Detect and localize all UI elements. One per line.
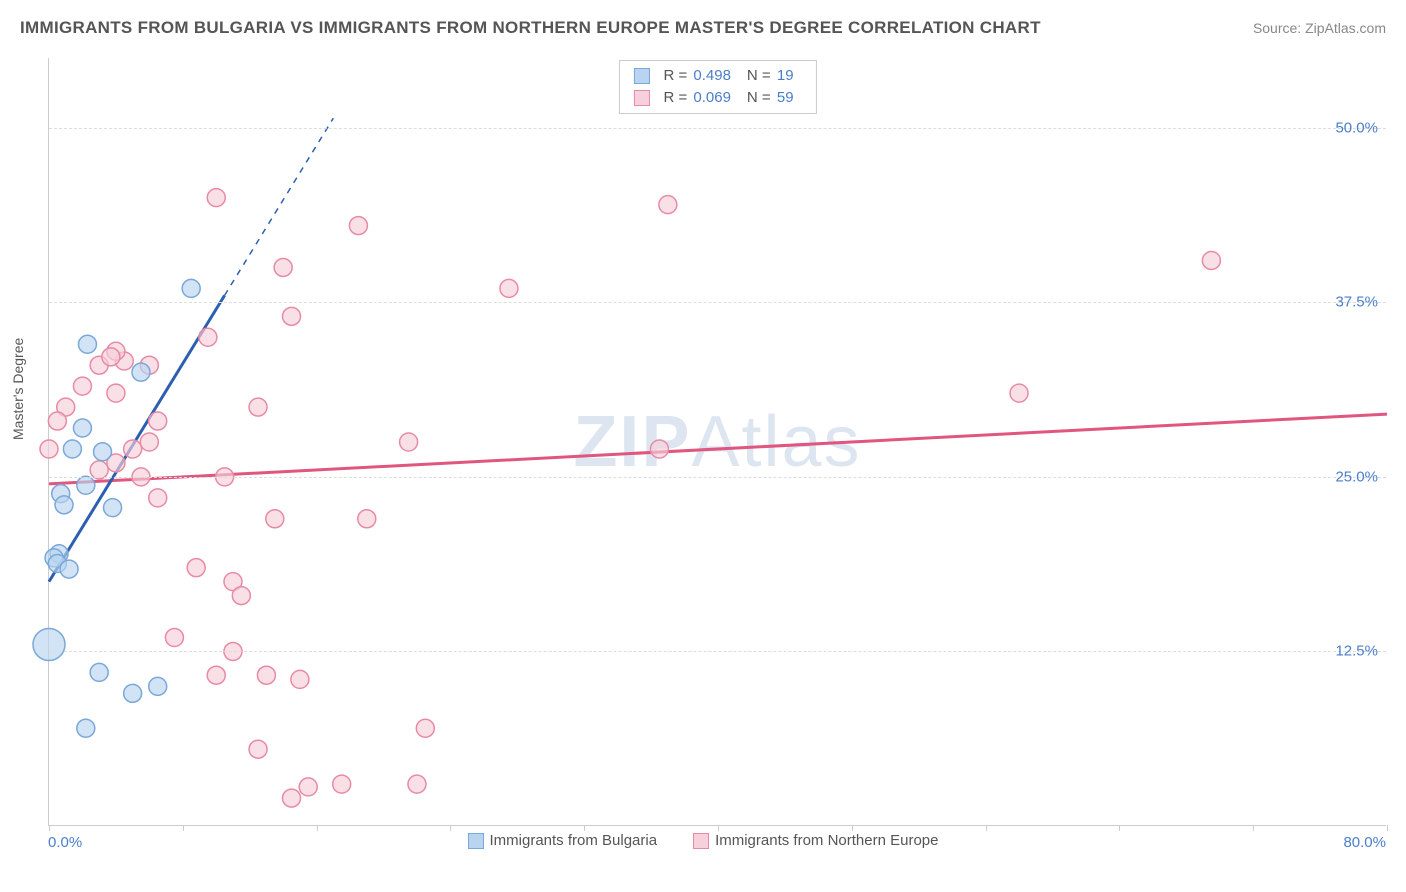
legend-label: Immigrants from Northern Europe: [715, 832, 938, 849]
data-point: [232, 587, 250, 605]
scatter-svg: [49, 58, 1386, 825]
x-tick: [317, 825, 318, 831]
data-point: [349, 217, 367, 235]
data-point: [659, 196, 677, 214]
data-point: [124, 684, 142, 702]
legend-item: Immigrants from Northern Europe: [693, 832, 938, 849]
data-point: [199, 328, 217, 346]
y-tick-label: 25.0%: [1335, 468, 1378, 485]
stats-legend: R = 0.498N = 19R = 0.069N = 59: [618, 60, 816, 114]
x-tick: [1387, 825, 1388, 831]
x-tick: [450, 825, 451, 831]
legend-swatch: [693, 833, 709, 849]
chart-plot-area: ZIPAtlas R = 0.498N = 19R = 0.069N = 59 …: [48, 58, 1386, 826]
data-point: [500, 279, 518, 297]
data-point: [650, 440, 668, 458]
data-point: [107, 384, 125, 402]
data-point: [77, 719, 95, 737]
data-point: [73, 419, 91, 437]
data-point: [48, 412, 66, 430]
data-point: [333, 775, 351, 793]
gridline: [49, 651, 1386, 652]
data-point: [40, 440, 58, 458]
data-point: [1010, 384, 1028, 402]
data-point: [102, 348, 120, 366]
x-tick: [852, 825, 853, 831]
data-point: [266, 510, 284, 528]
chart-title: IMMIGRANTS FROM BULGARIA VS IMMIGRANTS F…: [20, 18, 1041, 38]
data-point: [73, 377, 91, 395]
data-point: [132, 363, 150, 381]
data-point: [104, 499, 122, 517]
y-tick-label: 50.0%: [1335, 119, 1378, 136]
x-tick: [49, 825, 50, 831]
regression-line: [49, 414, 1387, 484]
y-tick-label: 37.5%: [1335, 294, 1378, 311]
source-label: Source: ZipAtlas.com: [1253, 20, 1386, 36]
data-point: [149, 677, 167, 695]
data-point: [207, 189, 225, 207]
data-point: [408, 775, 426, 793]
x-tick: [1253, 825, 1254, 831]
y-axis-label: Master's Degree: [10, 338, 26, 440]
data-point: [249, 740, 267, 758]
data-point: [187, 559, 205, 577]
data-point: [283, 307, 301, 325]
data-point: [149, 412, 167, 430]
gridline: [49, 128, 1386, 129]
legend-swatch: [633, 68, 649, 84]
data-point: [78, 335, 96, 353]
stats-row: R = 0.498N = 19: [633, 65, 801, 87]
data-point: [33, 628, 65, 660]
data-point: [165, 628, 183, 646]
data-point: [207, 666, 225, 684]
gridline: [49, 477, 1386, 478]
x-tick: [718, 825, 719, 831]
data-point: [124, 440, 142, 458]
stats-row: R = 0.069N = 59: [633, 87, 801, 109]
data-point: [140, 433, 158, 451]
data-point: [63, 440, 81, 458]
legend-item: Immigrants from Bulgaria: [468, 832, 658, 849]
data-point: [94, 443, 112, 461]
data-point: [1202, 251, 1220, 269]
data-point: [182, 279, 200, 297]
x-tick: [183, 825, 184, 831]
data-point: [90, 663, 108, 681]
x-tick: [986, 825, 987, 831]
data-point: [274, 258, 292, 276]
legend-swatch: [468, 833, 484, 849]
data-point: [400, 433, 418, 451]
data-point: [249, 398, 267, 416]
y-tick-label: 12.5%: [1335, 643, 1378, 660]
data-point: [358, 510, 376, 528]
x-tick: [1119, 825, 1120, 831]
data-point: [77, 476, 95, 494]
legend-label: Immigrants from Bulgaria: [490, 832, 658, 849]
data-point: [291, 670, 309, 688]
data-point: [55, 496, 73, 514]
data-point: [299, 778, 317, 796]
x-tick: [584, 825, 585, 831]
gridline: [49, 302, 1386, 303]
data-point: [283, 789, 301, 807]
data-point: [257, 666, 275, 684]
data-point: [149, 489, 167, 507]
data-point: [60, 560, 78, 578]
data-point: [416, 719, 434, 737]
bottom-legend: Immigrants from Bulgaria Immigrants from …: [0, 832, 1406, 849]
legend-swatch: [633, 90, 649, 106]
